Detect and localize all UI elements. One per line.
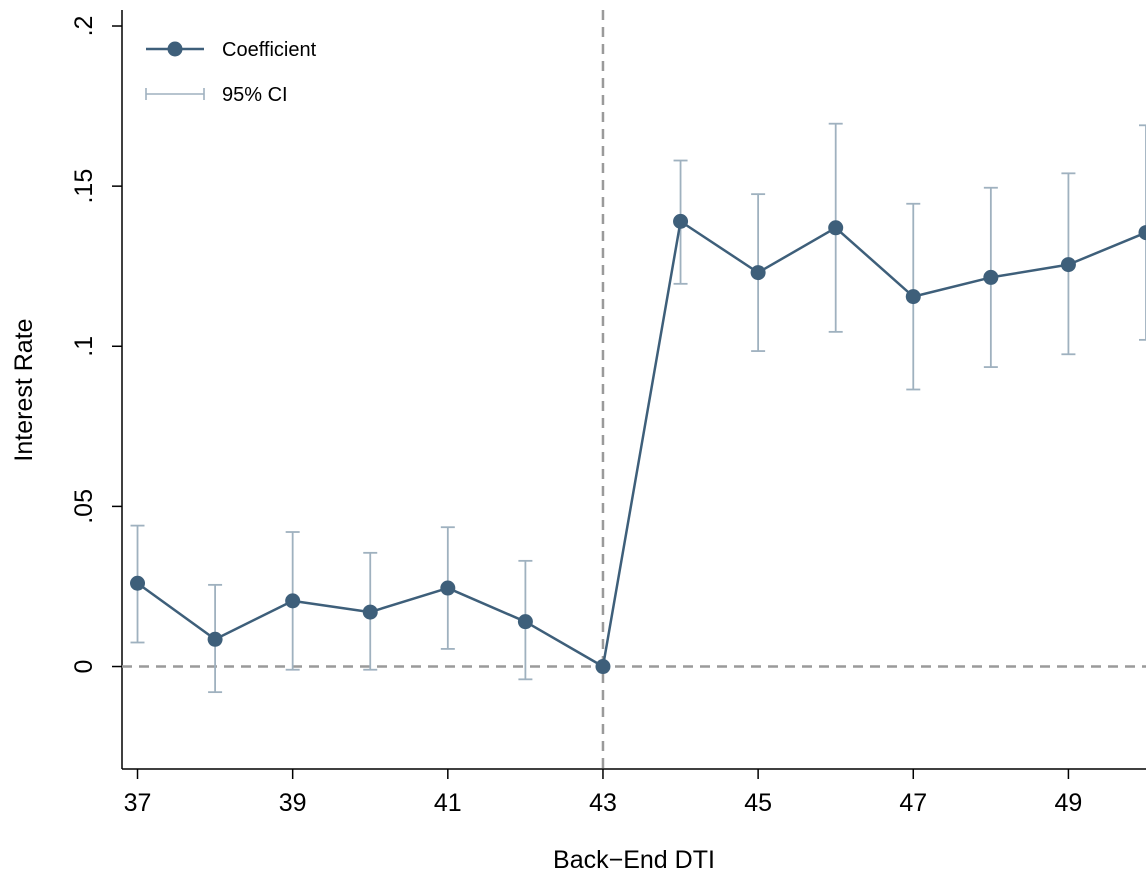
coefficient-point (983, 269, 999, 285)
legend-coefficient-label: Coefficient (222, 39, 317, 61)
x-tick-label: 43 (589, 789, 617, 817)
coefficient-point (207, 631, 223, 647)
x-tick-label: 37 (124, 789, 152, 817)
coefficient-points (130, 213, 1146, 675)
coefficient-line (136, 220, 1146, 668)
coefficient-point (750, 265, 766, 281)
y-tick-label: .15 (70, 169, 98, 204)
x-tick-label: 47 (899, 789, 927, 817)
coefficient-point (905, 289, 921, 305)
coefficient-point (673, 213, 689, 229)
x-tick-label: 49 (1055, 789, 1083, 817)
y-tick-label: .1 (70, 336, 98, 357)
coefficient-point (517, 614, 533, 630)
x-tick-label: 45 (744, 789, 772, 817)
x-tick-label: 39 (279, 789, 307, 817)
coefficient-point (440, 580, 456, 596)
legend: Coefficient 95% CI (145, 39, 317, 106)
coefficient-point (1138, 225, 1146, 241)
y-tick-label: 0 (70, 660, 98, 674)
y-axis-label: Interest Rate (10, 318, 38, 461)
coefficient-series-line (136, 220, 1146, 668)
legend-coefficient-marker (167, 41, 183, 57)
coefficient-point (1060, 257, 1076, 273)
reference-lines (122, 10, 1146, 769)
x-axis-label: Back−End DTI (553, 846, 715, 873)
y-tick-label: .2 (70, 16, 98, 37)
legend-ci-label: 95% CI (222, 84, 288, 106)
coefficient-point (595, 659, 611, 675)
coefficient-point (362, 604, 378, 620)
coefficient-point (285, 593, 301, 609)
x-tick-label: 41 (434, 789, 462, 817)
coefficient-point (130, 575, 146, 591)
coefficient-point (828, 220, 844, 236)
y-tick-label: .05 (70, 489, 98, 524)
axes: 37 39 41 43 45 47 49 0 .05 .1 .15 .2 (70, 10, 1146, 817)
